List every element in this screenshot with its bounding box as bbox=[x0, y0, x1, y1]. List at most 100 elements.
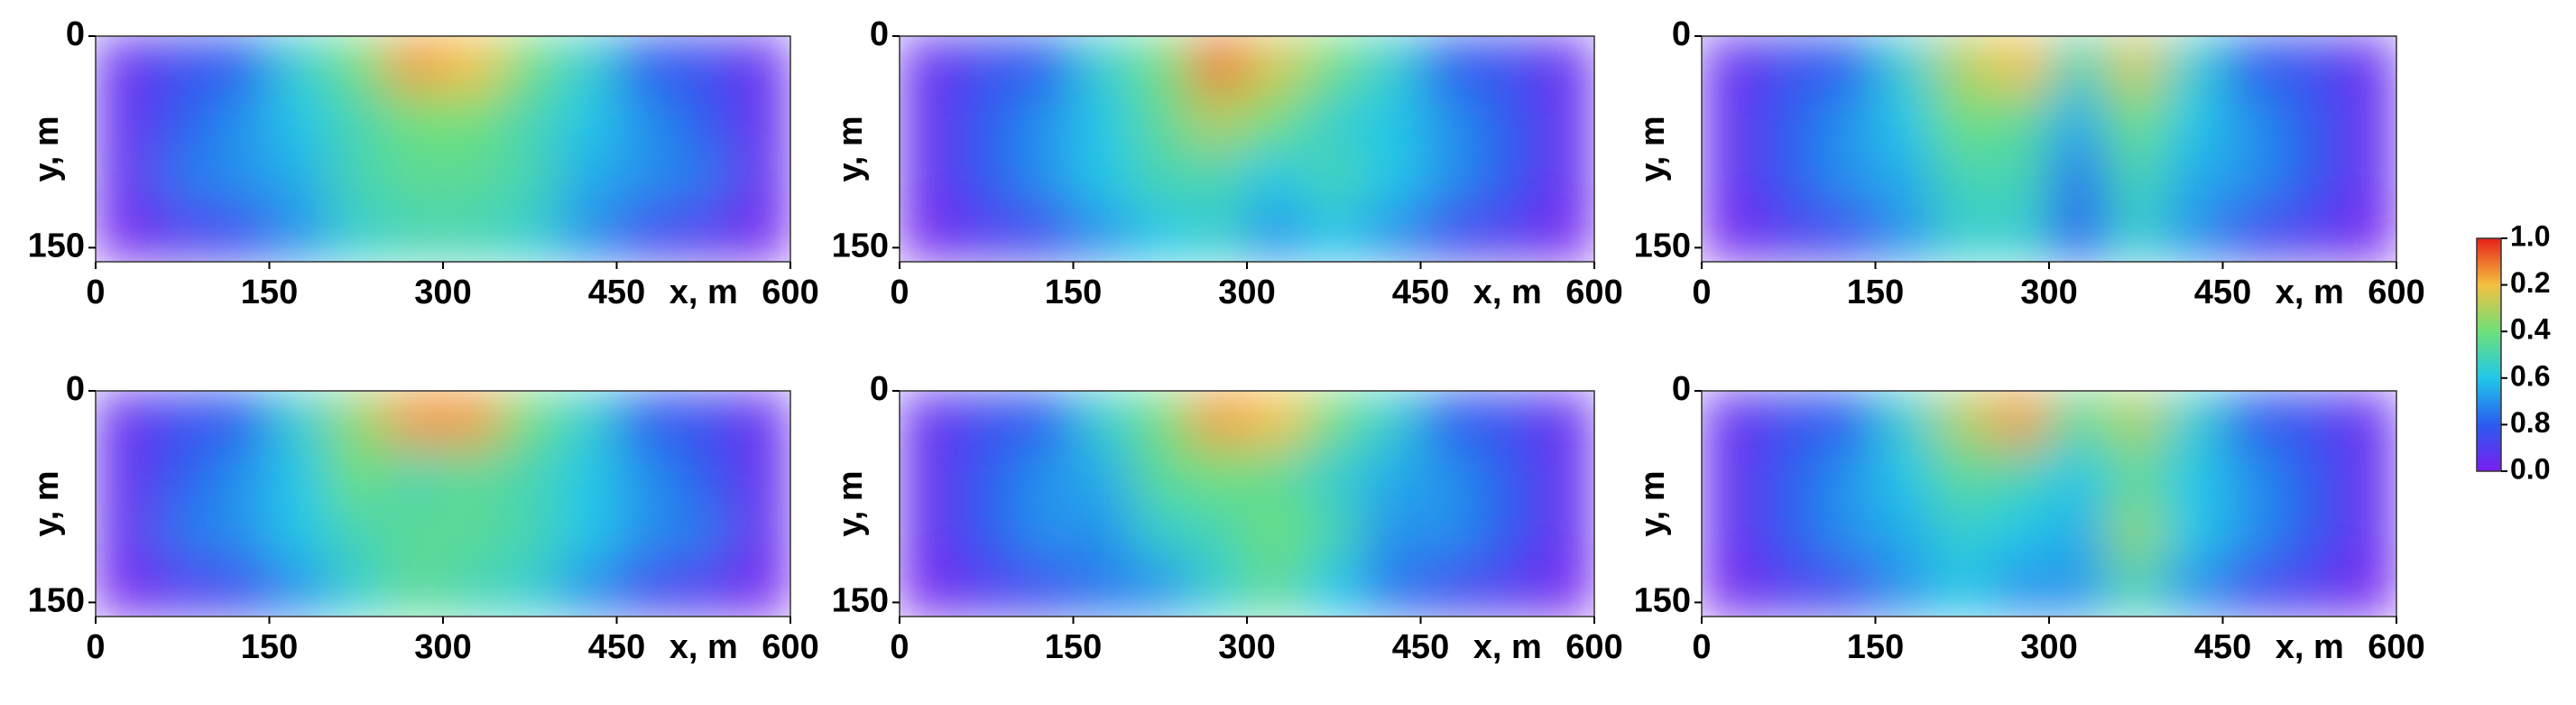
cell bbox=[1990, 149, 2050, 206]
x-axis-label: x, m bbox=[669, 274, 738, 311]
x-tick-label: 450 bbox=[588, 274, 645, 311]
cell bbox=[96, 149, 154, 206]
cell bbox=[327, 391, 386, 448]
cell bbox=[1536, 92, 1594, 150]
cell bbox=[1536, 560, 1594, 617]
cell bbox=[1188, 149, 1248, 206]
cell bbox=[443, 36, 502, 93]
cell bbox=[559, 504, 617, 561]
cell bbox=[1875, 504, 1934, 561]
cell bbox=[327, 92, 386, 150]
cell bbox=[2107, 560, 2165, 617]
cell bbox=[384, 149, 444, 206]
cell bbox=[900, 149, 958, 206]
cell bbox=[1990, 36, 2050, 93]
cell bbox=[1420, 560, 1480, 617]
cell bbox=[384, 447, 444, 505]
cell bbox=[327, 149, 386, 206]
cell bbox=[957, 391, 1016, 448]
x-tick-label: 0 bbox=[1692, 628, 1711, 666]
cell bbox=[2338, 205, 2396, 262]
colorbar-tick-label: 0.8 bbox=[2510, 406, 2550, 439]
cell bbox=[1131, 149, 1190, 206]
cell bbox=[2049, 504, 2108, 561]
cell bbox=[1536, 36, 1594, 93]
cell bbox=[327, 447, 386, 505]
cell bbox=[1073, 447, 1132, 505]
cell bbox=[674, 36, 734, 93]
cell bbox=[900, 560, 958, 617]
cell bbox=[957, 149, 1016, 206]
cell bbox=[1702, 447, 1760, 505]
field-cells bbox=[900, 391, 1594, 617]
cell bbox=[616, 560, 676, 617]
cell bbox=[211, 560, 270, 617]
y-tick-label: 150 bbox=[28, 581, 85, 619]
x-axis-label: x, m bbox=[2276, 274, 2344, 311]
x-axis-label: x, m bbox=[1473, 274, 1542, 311]
cell bbox=[1131, 560, 1190, 617]
cell bbox=[1702, 560, 1760, 617]
cell bbox=[1305, 36, 1363, 93]
cell bbox=[211, 205, 270, 262]
cell bbox=[327, 205, 386, 262]
cell bbox=[1188, 205, 1248, 262]
cell bbox=[957, 92, 1016, 150]
colorbar-tick-label: 0.4 bbox=[2510, 313, 2551, 346]
cell bbox=[2107, 504, 2165, 561]
cell bbox=[1875, 447, 1934, 505]
cell bbox=[732, 36, 790, 93]
cell bbox=[501, 391, 559, 448]
cell bbox=[1759, 36, 1818, 93]
cell bbox=[2107, 149, 2165, 206]
cell bbox=[2338, 504, 2396, 561]
cell bbox=[1305, 447, 1363, 505]
x-tick-label: 150 bbox=[241, 628, 298, 666]
cell bbox=[1305, 149, 1363, 206]
y-axis-label: y, m bbox=[28, 470, 66, 536]
cell bbox=[1247, 504, 1306, 561]
cell bbox=[501, 92, 559, 150]
cell bbox=[1759, 205, 1818, 262]
cell bbox=[501, 504, 559, 561]
cell bbox=[1015, 205, 1074, 262]
cell bbox=[501, 36, 559, 93]
cell bbox=[2338, 391, 2396, 448]
cell bbox=[153, 560, 212, 617]
cell bbox=[96, 36, 154, 93]
cell bbox=[616, 92, 676, 150]
cell bbox=[2165, 205, 2223, 262]
cell bbox=[1073, 391, 1132, 448]
x-tick-label: 300 bbox=[2020, 274, 2077, 311]
cell bbox=[1478, 447, 1537, 505]
cell bbox=[2338, 36, 2396, 93]
cell bbox=[1933, 504, 1992, 561]
cell bbox=[1420, 36, 1480, 93]
cell bbox=[384, 391, 444, 448]
cell bbox=[2222, 205, 2282, 262]
cell bbox=[1759, 92, 1818, 150]
cell bbox=[1305, 560, 1363, 617]
cell bbox=[732, 205, 790, 262]
cell bbox=[1478, 149, 1537, 206]
cell bbox=[1933, 149, 1992, 206]
cell bbox=[2222, 447, 2282, 505]
cell bbox=[1188, 504, 1248, 561]
cell bbox=[2280, 447, 2340, 505]
cell bbox=[957, 205, 1016, 262]
cell bbox=[1188, 447, 1248, 505]
cell bbox=[153, 92, 212, 150]
field bbox=[900, 36, 1594, 262]
cell bbox=[211, 149, 270, 206]
cell bbox=[1015, 504, 1074, 561]
y-tick-label: 150 bbox=[1634, 581, 1691, 619]
cell bbox=[1362, 447, 1421, 505]
cell bbox=[1933, 560, 1992, 617]
cell bbox=[674, 504, 734, 561]
cell bbox=[2280, 36, 2340, 93]
cell bbox=[1420, 447, 1480, 505]
x-tick-label: 0 bbox=[890, 628, 909, 666]
cell bbox=[96, 205, 154, 262]
x-tick-label: 600 bbox=[2368, 274, 2424, 311]
cell bbox=[1247, 205, 1306, 262]
